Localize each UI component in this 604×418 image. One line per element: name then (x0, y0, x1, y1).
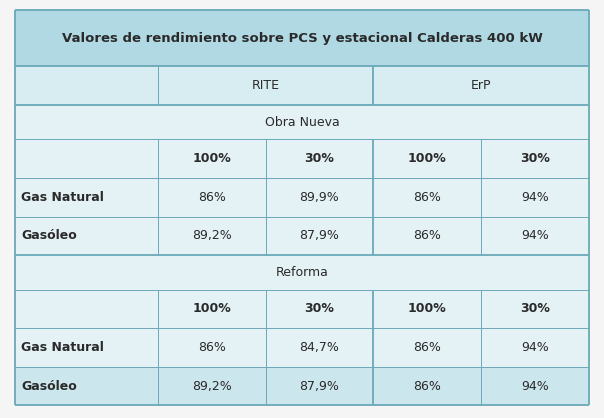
Text: 84,7%: 84,7% (300, 341, 339, 354)
Bar (15, 66, 589, 105)
Bar (15, 10, 589, 66)
Text: 89,2%: 89,2% (192, 229, 231, 242)
Bar (15, 217, 589, 255)
Text: 94%: 94% (521, 380, 549, 393)
Text: 86%: 86% (413, 229, 441, 242)
Text: 94%: 94% (521, 229, 549, 242)
Text: Gasóleo: Gasóleo (21, 229, 77, 242)
Text: ErP: ErP (471, 79, 492, 92)
Text: Valores de rendimiento sobre PCS y estacional Calderas 400 kW: Valores de rendimiento sobre PCS y estac… (62, 32, 542, 45)
Bar (15, 255, 589, 290)
Text: 30%: 30% (304, 152, 335, 165)
Bar (15, 328, 589, 367)
Bar (15, 105, 589, 139)
Text: 100%: 100% (192, 152, 231, 165)
Text: 86%: 86% (198, 191, 226, 204)
Text: Obra Nueva: Obra Nueva (265, 116, 339, 129)
Text: 30%: 30% (520, 302, 550, 315)
Text: 86%: 86% (413, 341, 441, 354)
Text: 30%: 30% (520, 152, 550, 165)
Text: Gas Natural: Gas Natural (21, 341, 104, 354)
Text: 100%: 100% (408, 152, 446, 165)
Bar (15, 290, 589, 328)
Text: 94%: 94% (521, 191, 549, 204)
Text: 100%: 100% (192, 302, 231, 315)
Text: 100%: 100% (408, 302, 446, 315)
Bar (15, 178, 589, 217)
Text: 86%: 86% (413, 380, 441, 393)
Bar (15, 139, 589, 178)
Text: Reforma: Reforma (275, 266, 329, 279)
Text: RITE: RITE (252, 79, 280, 92)
Bar (15, 367, 589, 405)
Text: 30%: 30% (304, 302, 335, 315)
Text: Gasóleo: Gasóleo (21, 380, 77, 393)
Text: 89,9%: 89,9% (300, 191, 339, 204)
Text: 94%: 94% (521, 341, 549, 354)
Text: Gas Natural: Gas Natural (21, 191, 104, 204)
Text: 87,9%: 87,9% (300, 380, 339, 393)
Text: 86%: 86% (198, 341, 226, 354)
Text: 87,9%: 87,9% (300, 229, 339, 242)
Text: 86%: 86% (413, 191, 441, 204)
Text: 89,2%: 89,2% (192, 380, 231, 393)
